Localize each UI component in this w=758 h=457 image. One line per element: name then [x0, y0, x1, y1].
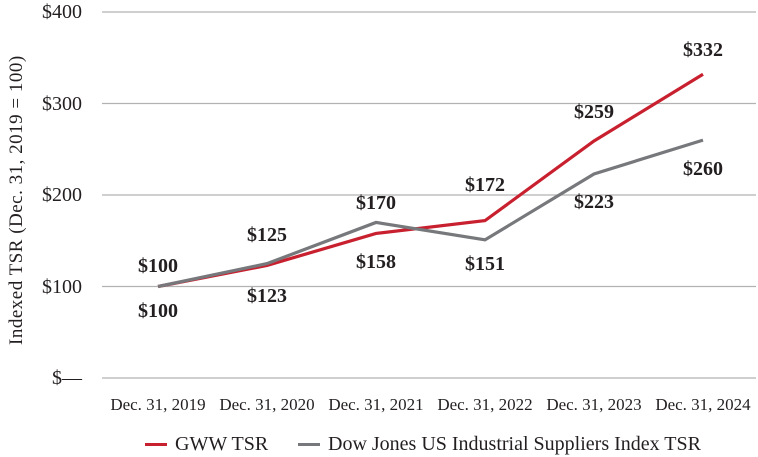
data-label-gww: $158	[356, 251, 396, 274]
x-tick-label: Dec. 31, 2021	[328, 395, 424, 414]
x-tick-label: Dec. 31, 2019	[110, 395, 206, 414]
y-tick-label: $—	[52, 367, 82, 389]
x-tick-label: Dec. 31, 2023	[546, 395, 642, 414]
x-tick-label: Dec. 31, 2020	[219, 395, 315, 414]
data-label-dow-jones: $151	[465, 252, 505, 275]
y-tick-label: $100	[42, 275, 82, 298]
data-label-gww: $123	[247, 285, 287, 308]
x-tick-label: Dec. 31, 2024	[655, 395, 751, 414]
x-tick-label: Dec. 31, 2022	[437, 395, 533, 414]
data-label-gww: $332	[683, 39, 723, 62]
y-tick-label: $300	[42, 92, 82, 115]
data-label-gww: $172	[465, 173, 505, 196]
gww-line-swatch-icon	[145, 442, 167, 446]
legend-item-dow-jones: Dow Jones US Industrial Suppliers Index …	[298, 432, 701, 456]
data-label-dow-jones: $125	[247, 223, 287, 246]
legend-label-gww: GWW TSR	[175, 432, 269, 455]
legend-item-gww: GWW TSR	[145, 432, 268, 456]
data-label-gww: $259	[574, 101, 614, 123]
y-tick-label: $400	[42, 1, 82, 23]
data-label-dow-jones: $170	[356, 192, 396, 215]
legend-label-dow-jones: Dow Jones US Industrial Suppliers Index …	[328, 432, 701, 455]
data-label-dow-jones: $223	[574, 190, 614, 213]
data-label-dow-jones: $260	[683, 158, 723, 181]
data-label-gww: $100	[138, 299, 178, 322]
series-line-dow-jones	[157, 138, 704, 289]
data-label-dow-jones: $100	[138, 254, 178, 277]
dow-jones-line-swatch-icon	[298, 442, 320, 446]
y-tick-label: $200	[42, 184, 82, 206]
